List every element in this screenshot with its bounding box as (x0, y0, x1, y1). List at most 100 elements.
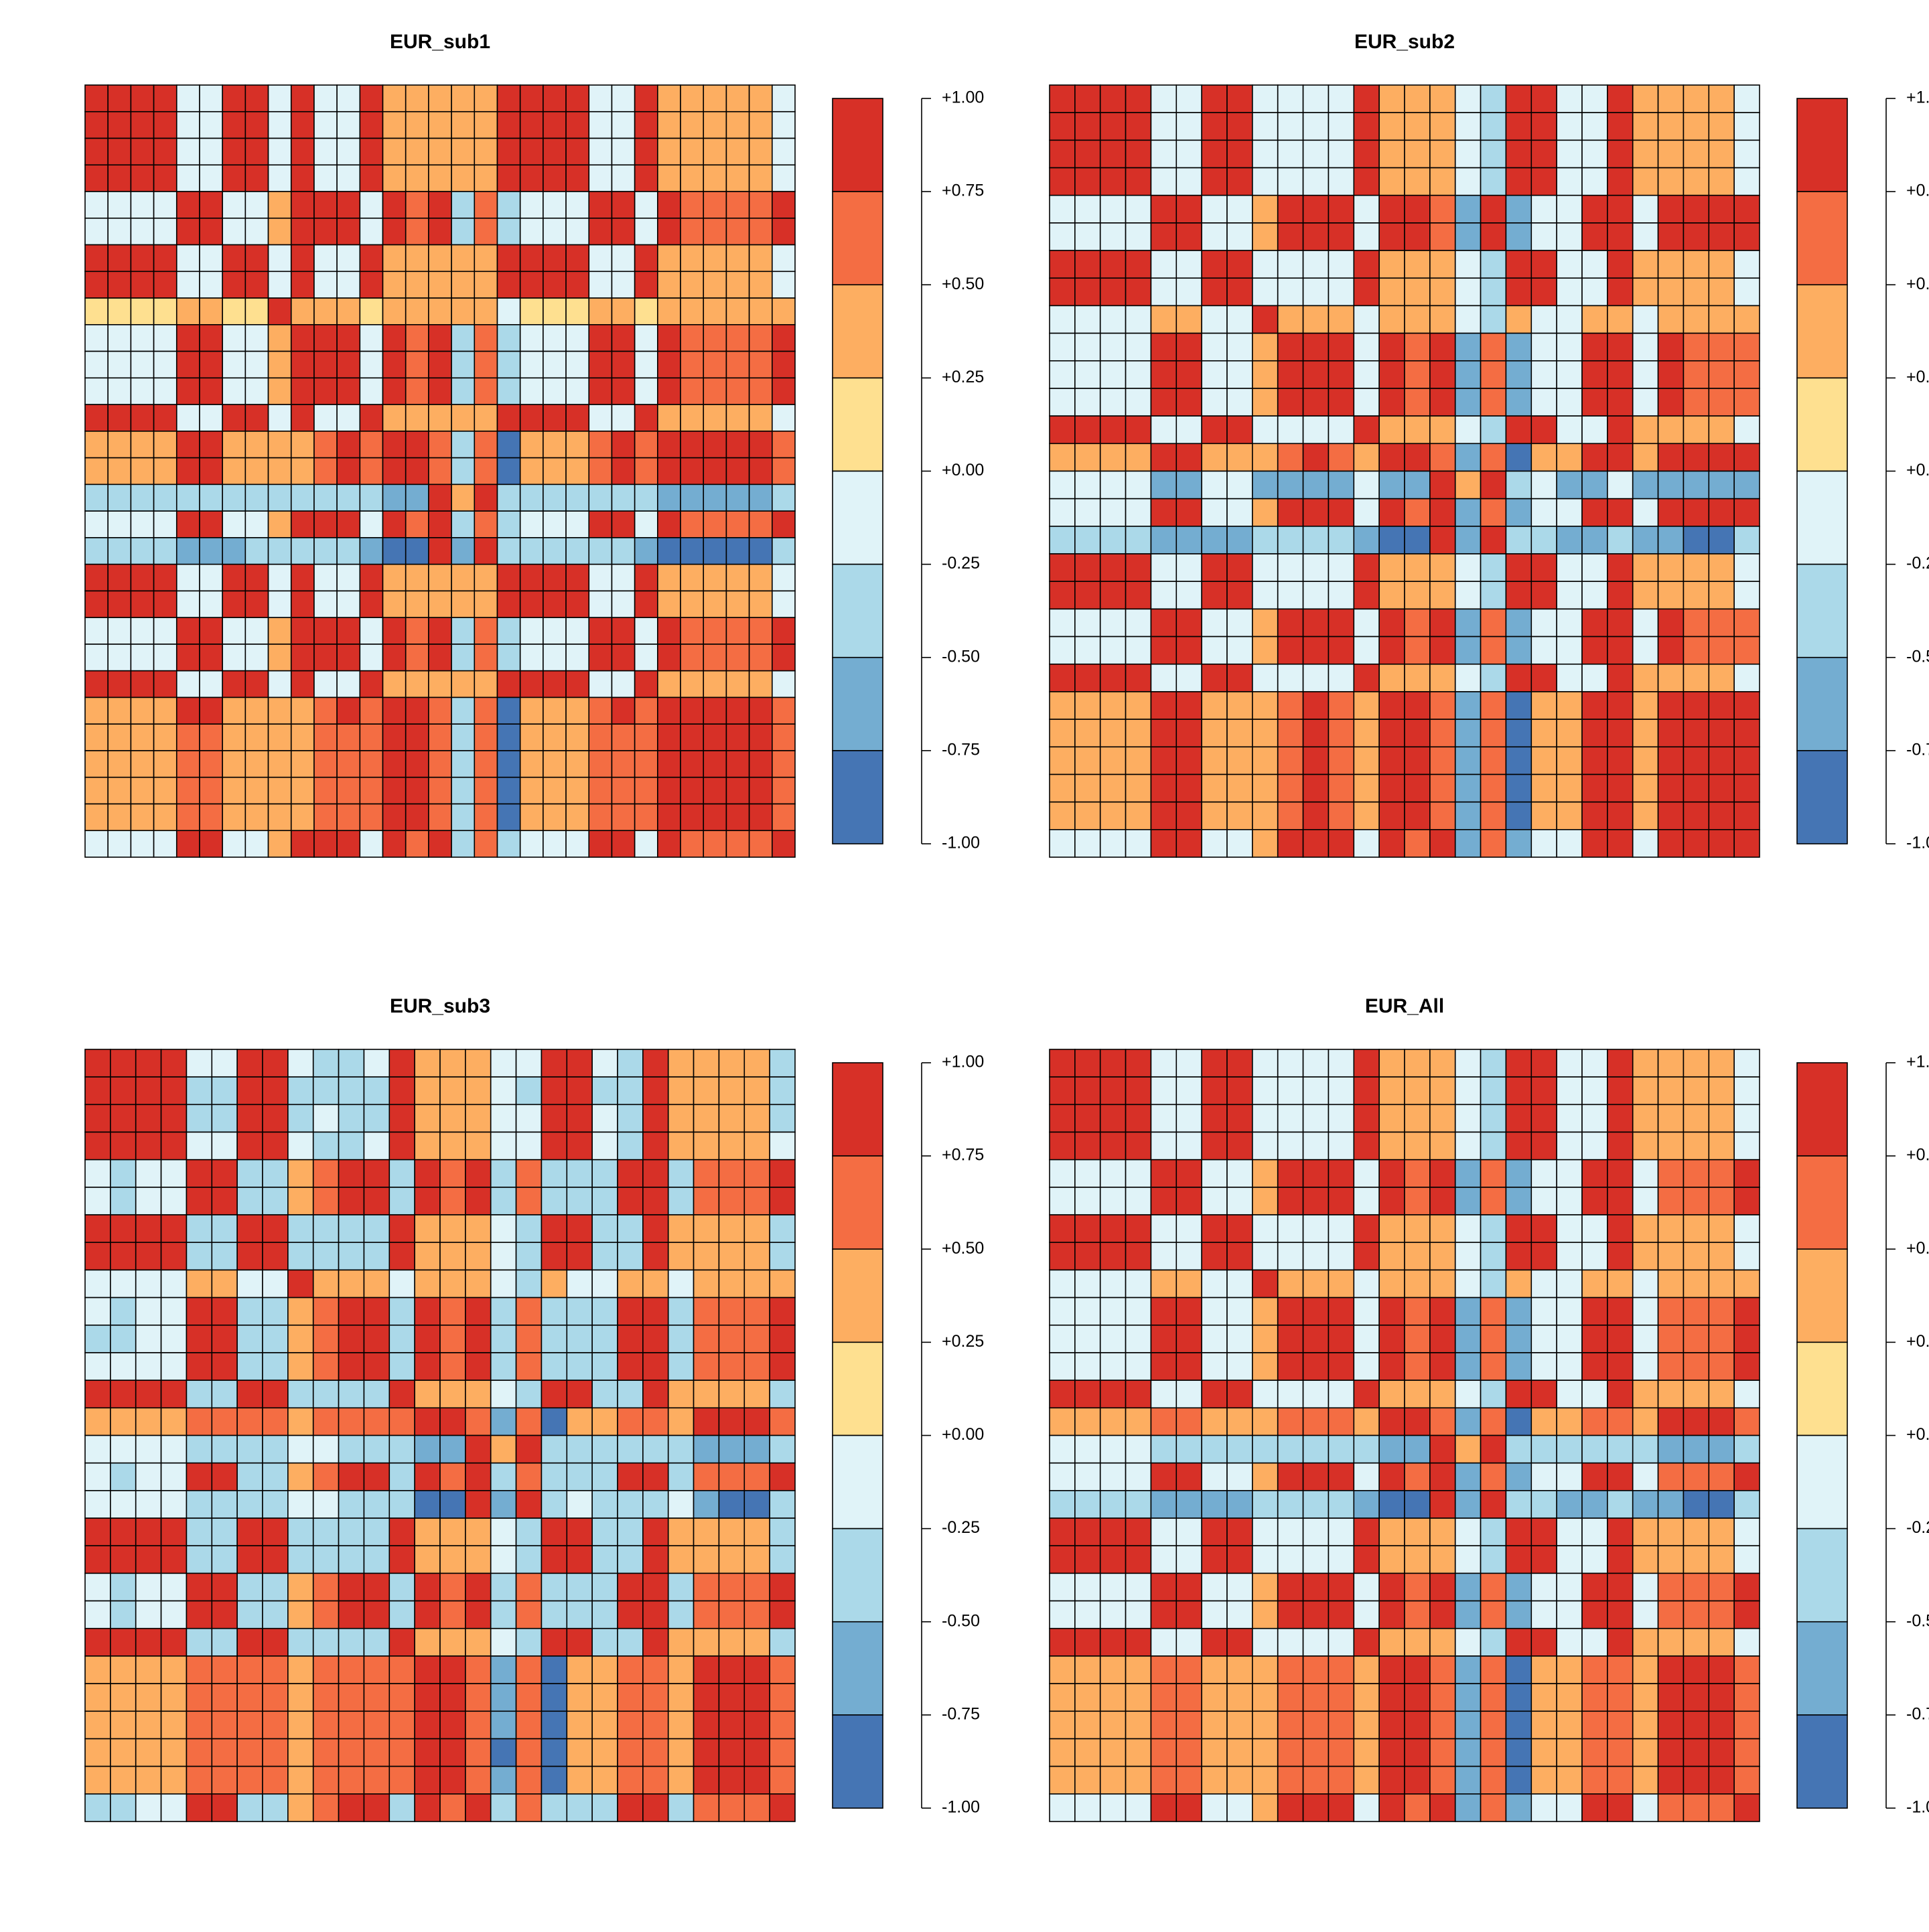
heatmap-cell (1404, 277, 1431, 307)
heatmap-cell (1480, 1131, 1507, 1161)
heatmap-cell (1429, 1738, 1456, 1767)
heatmap-cell (1226, 1517, 1253, 1547)
heatmap-cell (565, 510, 590, 538)
heatmap-cell (1733, 222, 1760, 251)
heatmap-cell (236, 1627, 263, 1657)
heatmap-cell (414, 1242, 441, 1271)
heatmap-cell (566, 1627, 593, 1657)
heatmap-cell (1353, 194, 1380, 224)
heatmap-cell (405, 830, 429, 858)
heatmap-cell (388, 1352, 415, 1381)
heatmap-cell (110, 1076, 137, 1106)
heatmap-cell (439, 1765, 466, 1795)
heatmap-cell (290, 750, 315, 778)
heatmap-cell (359, 217, 384, 246)
heatmap-cell (1125, 1296, 1152, 1326)
heatmap-cell (1632, 415, 1659, 445)
heatmap-cell (769, 1683, 796, 1712)
heatmap-cell (388, 1462, 415, 1491)
heatmap-cell (1378, 1545, 1405, 1574)
heatmap-cell (290, 377, 315, 405)
heatmap-cell (703, 670, 727, 698)
heatmap-cell (634, 750, 658, 778)
heatmap-cell (1581, 332, 1608, 362)
heatmap-cell (1657, 1269, 1685, 1298)
heatmap-cell (634, 537, 658, 565)
heatmap-cell (211, 1517, 238, 1547)
heatmap-cell (1201, 1434, 1228, 1464)
heatmap-cell (1404, 581, 1431, 610)
heatmap-cell (1429, 415, 1456, 445)
heatmap-cell (428, 244, 452, 273)
heatmap-cell (1226, 1655, 1253, 1684)
heatmap-cell (541, 1434, 568, 1464)
heatmap-cell (222, 110, 246, 139)
colorbar-swatch (1796, 1621, 1848, 1716)
heatmap-cell (1150, 1627, 1177, 1657)
heatmap-cell (267, 191, 292, 219)
heatmap-cell (1429, 581, 1456, 610)
heatmap-cell (1556, 139, 1583, 169)
heatmap-cell (1150, 415, 1177, 445)
heatmap-cell (414, 1187, 441, 1215)
heatmap-cell (1683, 663, 1710, 692)
heatmap-cell (1099, 1214, 1127, 1244)
heatmap-cell (1277, 1352, 1304, 1381)
heatmap-cell (1201, 1462, 1228, 1491)
heatmap-cell (1074, 222, 1101, 251)
heatmap-cell (84, 84, 109, 113)
heatmap-cell (1607, 84, 1634, 113)
colorbar-tick-label: +0.75 (1906, 1146, 1929, 1165)
heatmap-cell (748, 244, 773, 273)
heatmap-cell (313, 484, 338, 512)
heatmap-cell (1226, 1710, 1253, 1740)
heatmap-cell (1530, 829, 1557, 858)
heatmap-cell (1480, 167, 1507, 196)
heatmap-cell (312, 1131, 340, 1161)
heatmap-cell (1353, 581, 1380, 610)
heatmap-cell (1657, 746, 1685, 775)
heatmap-cell (1733, 139, 1760, 169)
heatmap-cell (1683, 1104, 1710, 1133)
heatmap-cell (1201, 470, 1228, 500)
heatmap-cell (338, 1104, 365, 1133)
heatmap-cell (382, 484, 407, 512)
heatmap-cell (1429, 1407, 1456, 1436)
heatmap-cell (244, 776, 269, 805)
heatmap-cell (1252, 773, 1279, 803)
heatmap-cell (313, 670, 338, 698)
heatmap-cell (1480, 663, 1507, 692)
heatmap-cell (1049, 388, 1076, 417)
heatmap-cell (642, 1683, 669, 1712)
heatmap-cell (1328, 1683, 1355, 1712)
heatmap-cell (1505, 1627, 1532, 1657)
heatmap-cell (693, 1545, 720, 1574)
heatmap-cell (290, 484, 315, 512)
heatmap-cell (382, 110, 407, 139)
heatmap-cell (287, 1765, 314, 1795)
heatmap-cell (1353, 470, 1380, 500)
heatmap-cell (1099, 1434, 1127, 1464)
heatmap-cell (680, 324, 705, 352)
heatmap-cell (313, 404, 338, 432)
heatmap-cell (1530, 1159, 1557, 1188)
heatmap-cell (222, 617, 246, 645)
heatmap-cell (565, 431, 590, 459)
heatmap-cell (1074, 1296, 1101, 1326)
heatmap-cell (382, 350, 407, 379)
heatmap-cell (1302, 112, 1330, 141)
heatmap-cell (1404, 222, 1431, 251)
heatmap-cell (175, 191, 200, 219)
heatmap-cell (451, 723, 476, 751)
colorbar-swatch (1796, 1528, 1848, 1623)
heatmap-cell (1429, 1572, 1456, 1602)
heatmap-cell (1099, 1187, 1127, 1215)
heatmap-cell (588, 217, 613, 246)
heatmap-cell (1074, 1765, 1101, 1795)
heatmap-cell (1429, 332, 1456, 362)
heatmap-cell (382, 431, 407, 459)
heatmap-cell (428, 110, 452, 139)
heatmap-cell (591, 1242, 618, 1271)
heatmap-cell (1454, 719, 1482, 748)
heatmap-cell (110, 1434, 137, 1464)
